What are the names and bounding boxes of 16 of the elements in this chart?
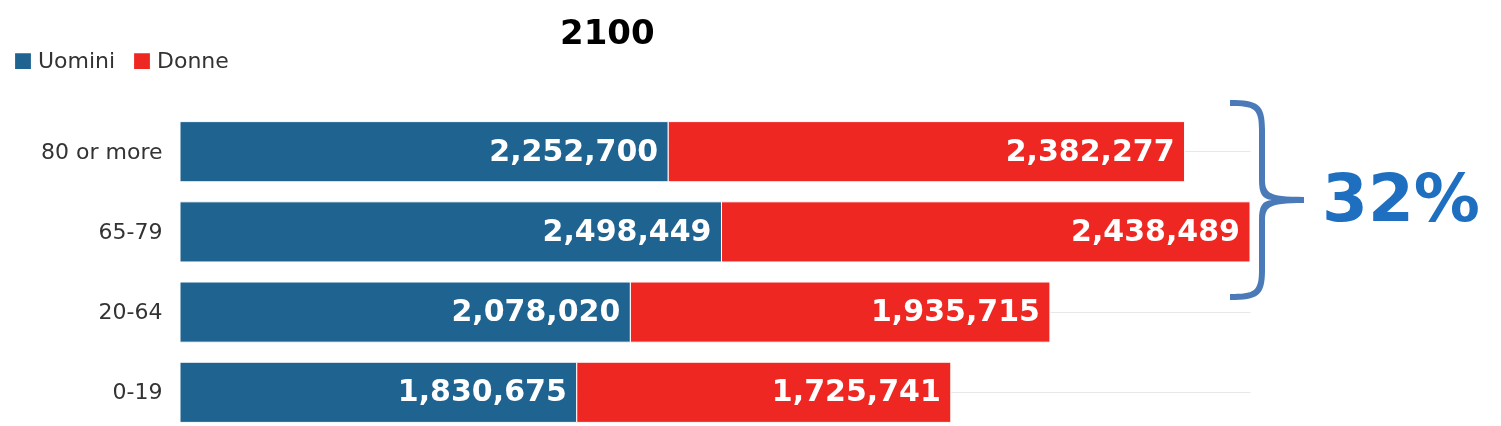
chart-title: 2100 [560, 12, 655, 52]
legend-label: Donne [157, 48, 229, 74]
data-label: 1,725,741 [771, 373, 941, 409]
y-tick-label: 65-79 [98, 218, 163, 244]
data-label: 2,438,489 [1071, 212, 1240, 248]
y-tick-label: 80 or more [41, 138, 163, 164]
text: 32% [1322, 160, 1480, 237]
data-label: 2,498,449 [542, 212, 712, 248]
y-tick-label: 0-19 [112, 379, 163, 405]
data-label: 2,382,277 [1005, 132, 1175, 168]
data-label: 1,935,715 [870, 293, 1040, 329]
y-tick-label: 20-64 [98, 299, 163, 325]
data-label: 2,078,020 [451, 293, 621, 329]
data-label: 1,830,675 [397, 373, 567, 409]
data-label: 2,252,700 [489, 132, 659, 168]
legend-label: Uomini [38, 48, 116, 74]
